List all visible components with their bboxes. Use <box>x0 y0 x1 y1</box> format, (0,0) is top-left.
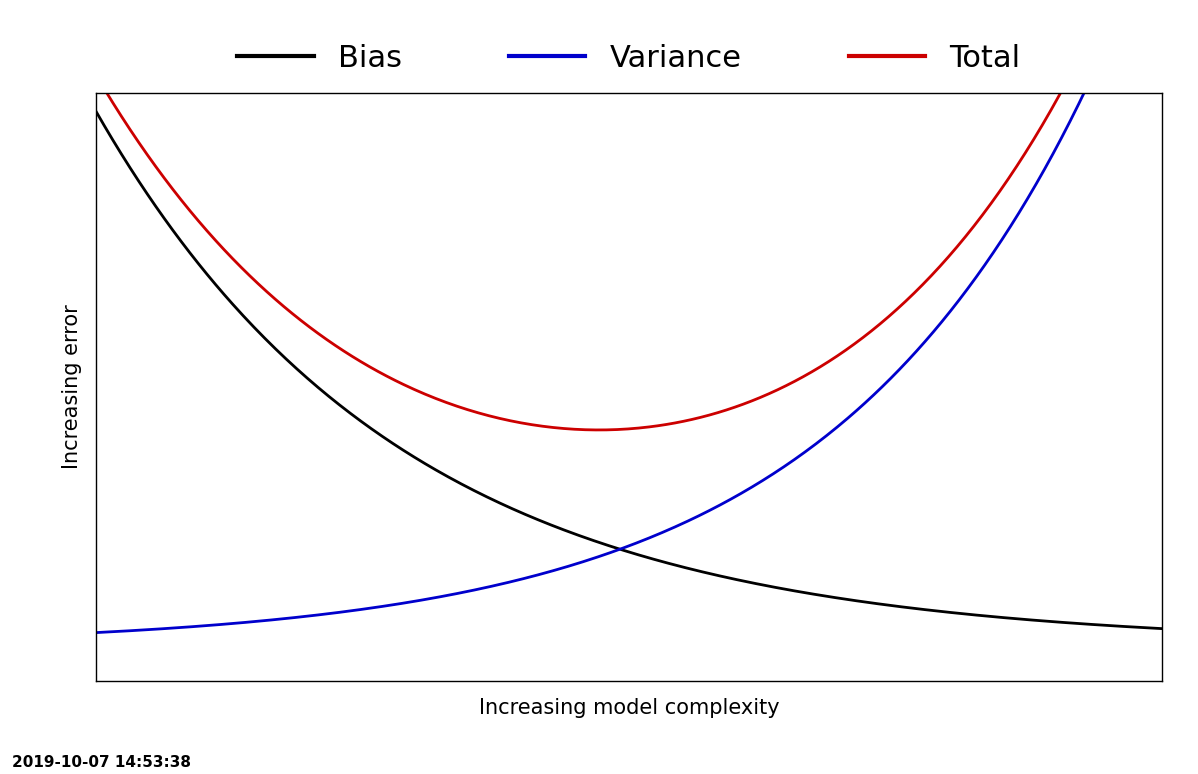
X-axis label: Increasing model complexity: Increasing model complexity <box>479 698 779 717</box>
Legend: Bias, Variance, Total: Bias, Variance, Total <box>225 32 1033 85</box>
Text: 2019-10-07 14:53:38: 2019-10-07 14:53:38 <box>12 755 190 770</box>
Y-axis label: Increasing error: Increasing error <box>62 305 81 469</box>
